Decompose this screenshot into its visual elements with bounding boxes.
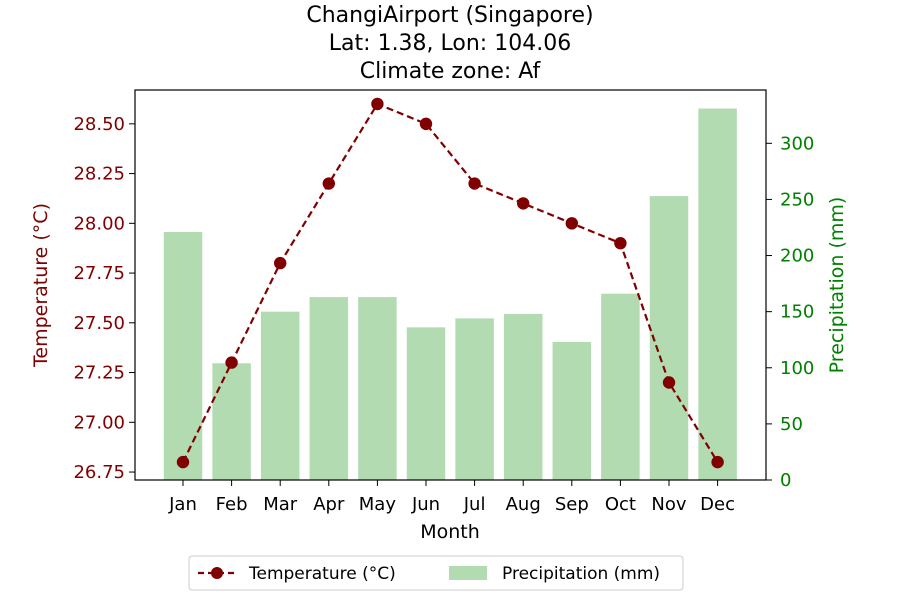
temperature-point-jan [176,455,190,469]
precipitation-bar-mar [260,311,300,480]
left-y-tick-label: 27.75 [73,263,125,284]
right-y-tick-label: 250 [780,189,814,210]
x-tick-label: Jun [411,494,440,515]
temperature-point-aug [517,197,530,210]
temperature-line-path [182,102,719,463]
right-y-tick-label: 50 [780,414,803,435]
right-y-tick-label: 300 [780,133,814,154]
right-y-tick-label: 100 [780,358,814,379]
left-y-tick-label: 28.25 [73,164,125,185]
x-tick-label: Feb [216,494,248,515]
precipitation-bar-aug [503,313,543,480]
legend-temperature-label: Temperature (°C) [248,564,396,584]
temperature-point-dec [711,455,724,469]
temperature-point-jul [468,177,481,190]
chart-title-line-2: Lat: 1.38, Lon: 104.06 [329,31,571,56]
left-y-tick-label: 27.50 [73,313,125,334]
precipitation-bar-apr [309,297,349,480]
left-y-tick-label: 26.75 [73,462,125,483]
left-y-tick-label: 27.25 [73,363,125,384]
precipitation-bar-jun [406,327,446,480]
temperature-point-mar [274,256,287,270]
precipitation-bar-jul [455,318,494,480]
precipitation-bar-nov [649,196,689,480]
temperature-point-nov [662,376,676,389]
x-tick-label: Mar [263,494,298,515]
x-tick-label: Apr [313,494,345,515]
chart-title: ChangiAirport (Singapore) Lat: 1.38, Lon… [306,3,593,84]
temperature-point-oct [614,237,627,250]
temperature-point-sep [565,217,578,230]
legend-precipitation-swatch [449,566,487,580]
right-y-tick-label: 0 [780,470,791,491]
temperature-point-feb [225,356,238,369]
chart-title-line-1: ChangiAirport (Singapore) [306,3,593,28]
precipitation-bar-feb [212,363,251,480]
precipitation-bar-jan [163,231,203,480]
plot-frame [134,89,767,481]
temperature-point-apr [322,177,335,190]
temperature-point-jun [419,117,433,131]
x-tick-label: Sep [555,494,589,515]
x-tick-label: Nov [651,494,686,515]
legend: Temperature (°C) Precipitation (mm) [188,555,684,591]
x-tick-label: Jul [463,494,486,515]
left-y-tick-label: 27.00 [73,412,125,433]
legend-temperature-swatch-marker [211,567,223,579]
x-tick-label: Oct [605,494,636,515]
x-tick-label: Aug [506,494,541,515]
right-y-tick-label: 200 [780,246,814,267]
legend-box [188,555,684,591]
left-y-tick-label: 28.50 [73,114,125,135]
x-tick-label: Dec [700,494,735,515]
right-y-axis-label: Precipitation (mm) [826,197,848,374]
temperature-line [176,97,724,469]
left-y-axis-label: Temperature (°C) [30,203,52,368]
x-tick-label: May [359,494,397,515]
x-axis: Jan Feb Mar Apr May Jun Jul Aug Sep Oct Nov Dec [168,480,735,515]
x-tick-label: Jan [168,494,197,515]
precipitation-bar-oct [601,293,640,480]
left-y-tick-label: 28.00 [73,213,125,234]
legend-precipitation-label: Precipitation (mm) [502,564,660,584]
precipitation-bar-sep [552,341,592,480]
precipitation-bars [163,108,737,481]
left-y-axis: 26.75 27.00 27.25 27.50 27.75 28.00 28.25 28.50 [73,114,135,483]
right-y-axis: 0 50 100 150 200 250 300 [766,133,814,491]
precipitation-bar-may [358,297,397,480]
precipitation-bar-dec [698,108,737,481]
right-y-tick-label: 150 [780,302,814,323]
temperature-point-may [371,97,384,111]
chart-title-line-3: Climate zone: Af [360,59,542,84]
x-axis-label: Month [420,521,480,543]
